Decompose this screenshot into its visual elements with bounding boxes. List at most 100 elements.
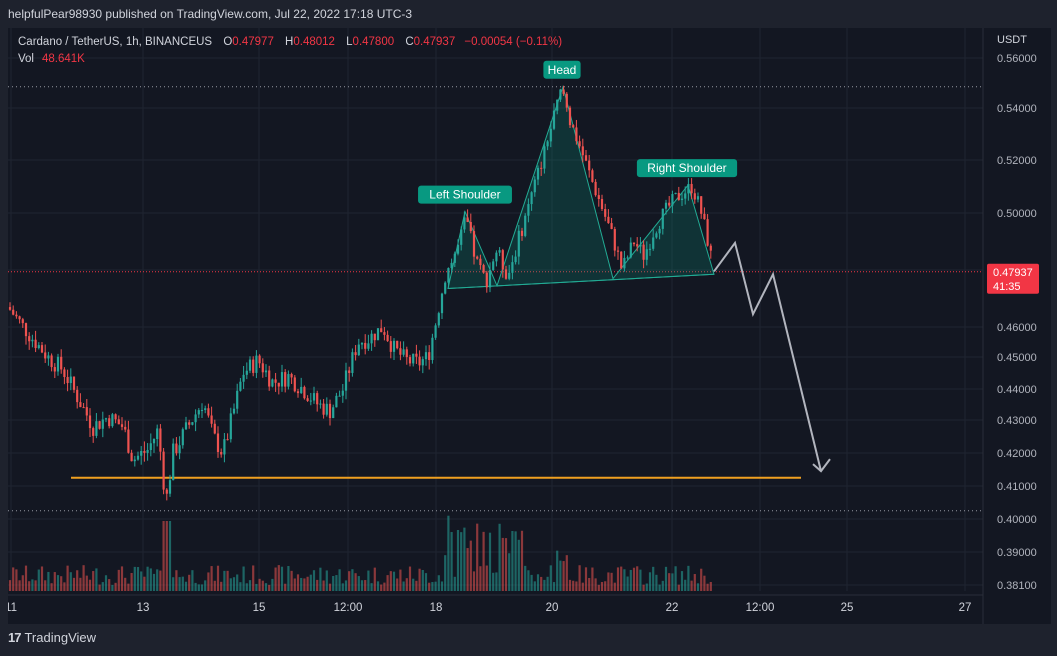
volume-bar — [82, 565, 85, 591]
volume-bar — [168, 521, 172, 591]
volume-bar — [620, 566, 623, 591]
low-label: L — [346, 36, 353, 48]
chart-area[interactable]: Head Left Shoulder Right Shoulder USDT 0.56… — [8, 28, 1051, 624]
time-tick-label: 11 — [8, 602, 17, 614]
volume-bar — [520, 530, 524, 591]
volume-bar — [453, 576, 456, 591]
volume-bar — [178, 577, 181, 591]
volume-bar — [421, 569, 424, 591]
volume-bar — [300, 577, 303, 591]
candle-body — [114, 414, 117, 420]
volume-bar — [76, 570, 79, 591]
volume-bar — [556, 550, 559, 591]
candle-body — [687, 183, 690, 194]
candle-body — [591, 170, 594, 182]
price-axis[interactable]: USDT 0.56000 0.54000 0.52000 0.50000 0.46000 0… — [982, 28, 1051, 624]
volume-bar — [98, 584, 101, 591]
volume-bar — [588, 578, 591, 591]
volume-bar — [645, 583, 648, 591]
candle-body — [178, 445, 181, 454]
candle-body — [226, 439, 229, 441]
candle-body — [616, 250, 620, 252]
last-price-value: 0.47937 — [993, 267, 1033, 279]
candle-body — [127, 429, 130, 453]
time-axis[interactable]: 11 13 15 12:00 18 20 22 12:00 25 27 — [8, 594, 983, 614]
candle-body — [696, 196, 700, 200]
candle-body — [290, 374, 293, 378]
candle-body — [428, 352, 431, 361]
volume-bar — [578, 565, 581, 591]
volume-bar — [594, 578, 597, 591]
volume-bar — [319, 567, 322, 591]
open-label: O — [223, 36, 233, 48]
candle-body — [156, 428, 159, 440]
volume-bar — [524, 565, 527, 591]
time-tick-label: 22 — [666, 602, 679, 614]
volume-bar — [367, 570, 370, 591]
candle-body — [31, 339, 34, 342]
time-tick-label: 15 — [253, 602, 266, 614]
candle-body — [463, 217, 466, 230]
volume-bar — [114, 582, 117, 591]
candle-body — [700, 196, 703, 214]
candle-body — [498, 250, 501, 253]
volume-bar — [242, 566, 245, 591]
time-tick-label: 13 — [137, 602, 150, 614]
candle-body — [444, 282, 447, 294]
candle-body — [440, 293, 444, 314]
candle-body — [50, 355, 53, 368]
candle-body — [680, 198, 684, 200]
volume-bar — [236, 574, 239, 591]
volume-bar — [488, 532, 492, 591]
volume-bar — [37, 569, 40, 591]
candle-body — [418, 356, 421, 366]
candle-body — [517, 230, 520, 257]
volume-value: 48.641K — [42, 53, 85, 65]
volume-bar — [79, 577, 82, 591]
volume-bar — [440, 581, 444, 591]
candle-body — [690, 183, 693, 194]
volume-bar — [95, 568, 98, 591]
volume-label: Vol — [18, 53, 34, 65]
candle-body — [536, 167, 540, 180]
projection-line — [713, 240, 822, 472]
candle-body — [175, 443, 178, 454]
projection-arrowhead-icon — [812, 458, 831, 473]
volume-bar — [668, 573, 671, 591]
time-tick-label: 18 — [430, 602, 443, 614]
price-tick-label: 0.50000 — [997, 208, 1037, 220]
candle-body — [424, 352, 428, 360]
volume-bar — [626, 576, 629, 591]
candle-body — [588, 160, 591, 171]
volume-bar — [31, 579, 34, 591]
candle-body — [117, 419, 120, 425]
candle-body — [168, 480, 172, 494]
volume-bar — [69, 572, 72, 591]
candle-body — [236, 390, 239, 409]
symbol-title[interactable]: Cardano / TetherUS, 1h, BINANCEUS — [18, 36, 213, 48]
volume-bar — [248, 580, 252, 591]
candle-body — [191, 422, 194, 425]
volume-bar — [120, 566, 124, 591]
candle-body — [351, 352, 354, 373]
volume-bar — [658, 584, 661, 591]
candle-body — [399, 348, 402, 355]
candle-body — [133, 459, 136, 462]
volume-bar — [671, 573, 674, 591]
candle-body — [476, 256, 479, 259]
price-chart[interactable]: Head Left Shoulder Right Shoulder USDT 0.56… — [8, 28, 1051, 624]
candle-body — [693, 193, 696, 200]
volume-bar — [296, 574, 300, 591]
candle-body — [322, 403, 325, 415]
volume-bar — [133, 566, 136, 591]
volume-bar — [328, 583, 332, 591]
candle-body — [546, 141, 549, 147]
volume-bar — [543, 579, 546, 591]
tradingview-brand[interactable]: TradingView — [24, 630, 97, 645]
volume-bar — [437, 575, 440, 591]
candle-body — [664, 202, 668, 209]
candle-body — [386, 334, 389, 342]
candle-body — [56, 356, 60, 372]
candle-body — [287, 374, 290, 387]
candle-body — [527, 204, 530, 216]
